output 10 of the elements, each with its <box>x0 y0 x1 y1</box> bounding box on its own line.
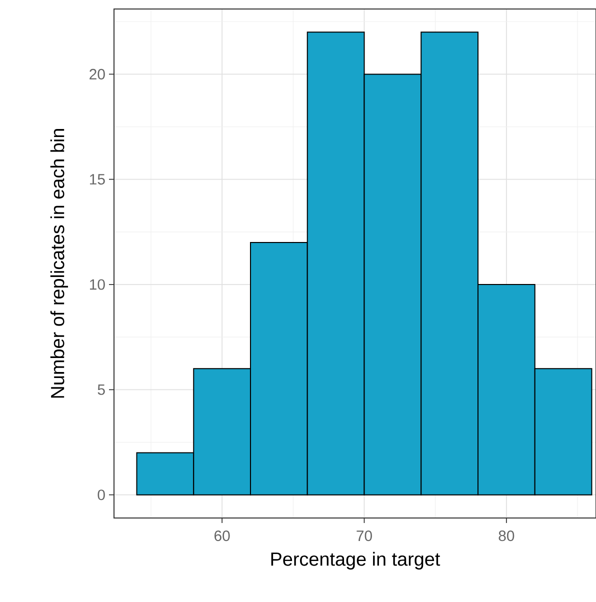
y-tick-label: 5 <box>98 384 105 395</box>
y-tick-label: 0 <box>98 490 105 500</box>
x-tick-label: 60 <box>214 530 230 542</box>
x-axis-title: Percentage in target <box>271 552 440 570</box>
y-tick-label: 20 <box>90 68 105 80</box>
x-tick-label: 70 <box>356 530 372 542</box>
x-tick-label: 80 <box>498 530 514 542</box>
y-axis-title: Number of replicates in each bin <box>50 129 68 398</box>
y-tick-label: 10 <box>90 279 105 290</box>
y-tick-label: 15 <box>90 174 105 185</box>
